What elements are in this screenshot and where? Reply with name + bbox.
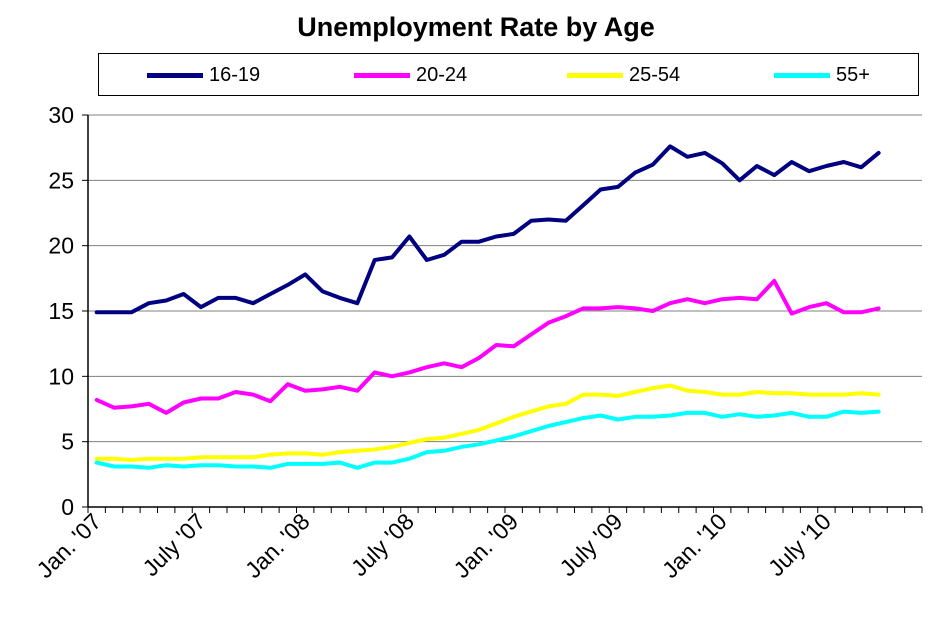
y-tick-label-20: 20 bbox=[48, 233, 74, 259]
y-tick-label-30: 30 bbox=[48, 102, 74, 128]
y-tick-label-25: 25 bbox=[48, 167, 74, 193]
x-tick-label-2008-07: July '08 bbox=[346, 508, 419, 581]
legend-swatch-20-24 bbox=[354, 73, 410, 78]
x-tick-label-2009-07: July '09 bbox=[554, 508, 627, 581]
legend-item-25-54: 25-54 bbox=[567, 54, 680, 97]
legend-item-55plus: 55+ bbox=[774, 54, 870, 97]
legend: 16-19 20-24 25-54 55+ bbox=[98, 53, 919, 96]
legend-label-20-24: 20-24 bbox=[416, 64, 468, 86]
legend-item-20-24: 20-24 bbox=[354, 54, 467, 97]
x-tick-label-2009-01: Jan. '09 bbox=[448, 508, 523, 583]
legend-swatch-55plus bbox=[774, 73, 830, 78]
series-line-16-19 bbox=[94, 144, 881, 315]
legend-item-16-19: 16-19 bbox=[147, 54, 260, 97]
x-tick-label-2007-07: July '07 bbox=[137, 508, 210, 581]
y-tick-label-10: 10 bbox=[48, 363, 74, 389]
y-tick-label-0: 0 bbox=[61, 494, 74, 520]
x-tick-label-2010-07: July '10 bbox=[763, 508, 836, 581]
y-tick-label-5: 5 bbox=[61, 429, 74, 455]
legend-label-25-54: 25-54 bbox=[629, 64, 681, 86]
series-line-25-54 bbox=[94, 383, 881, 462]
x-tick-label-2010-01: Jan. '10 bbox=[657, 508, 732, 583]
chart-title: Unemployment Rate by Age bbox=[297, 12, 655, 42]
x-tick-label-2008-01: Jan. '08 bbox=[240, 508, 315, 583]
series-line-55plus bbox=[94, 409, 881, 470]
y-tick-label-15: 15 bbox=[48, 298, 74, 324]
legend-swatch-25-54 bbox=[567, 73, 623, 78]
legend-label-16-19: 16-19 bbox=[209, 64, 261, 86]
legend-swatch-16-19 bbox=[147, 73, 203, 78]
legend-label-55plus: 55+ bbox=[836, 64, 870, 86]
series-line-20-24 bbox=[94, 278, 881, 415]
